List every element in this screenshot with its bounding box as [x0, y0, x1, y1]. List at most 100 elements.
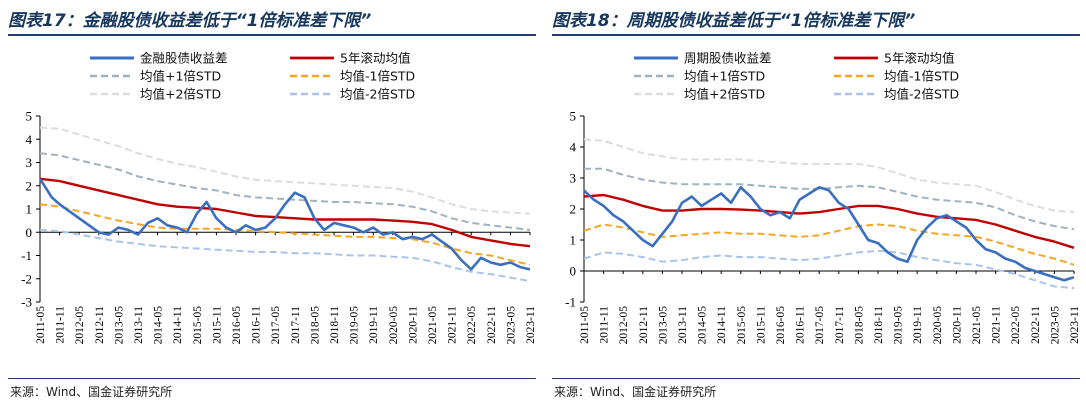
y-tick-label: 1: [26, 202, 33, 217]
x-tick-label: 2019-11: [368, 306, 380, 344]
legend-item-minus-1std: 均值-1倍STD: [834, 69, 959, 84]
legend-label: 均值-1倍STD: [884, 69, 959, 84]
series-line-minus-2std: [583, 249, 1075, 290]
series-line-rolling-mean: [39, 177, 531, 248]
y-tick-label: 3: [26, 155, 33, 170]
x-tick-label: 2019-05: [893, 306, 905, 345]
x-tick-label: 2011-05: [579, 306, 591, 344]
x-tick-label: 2011-11: [599, 306, 611, 344]
y-tick-label: 5: [570, 109, 577, 124]
x-tick-label: 2012-11: [638, 306, 650, 344]
x-tick-label: 2017-05: [270, 306, 282, 345]
y-tick-label: 3: [570, 171, 577, 186]
x-tick-label: 2022-11: [1030, 306, 1042, 344]
y-tick-label: 4: [570, 140, 577, 155]
series-line-minus-1std: [583, 223, 1075, 266]
legend-item-plus-1std: 均值+1倍STD: [90, 69, 221, 84]
x-tick-label: 2015-11: [755, 306, 767, 344]
x-tick-label: 2017-11: [834, 306, 846, 344]
x-tick-label: 2021-05: [427, 306, 439, 345]
x-tick-label: 2016-05: [231, 306, 243, 345]
chart-title: 图表17：金融股债收益差低于“1倍标准差下限”: [8, 11, 372, 31]
x-tick-label: 2015-05: [736, 306, 748, 345]
legend-item-spread: 周期股债收益差: [634, 51, 772, 66]
x-tick-label: 2020-11: [951, 306, 963, 344]
x-tick-label: 2017-11: [290, 306, 302, 344]
x-tick-label: 2023-05: [505, 306, 517, 345]
y-tick-label: -1: [565, 295, 576, 310]
x-tick-label: 2021-11: [991, 306, 1003, 344]
x-tick-label: 2023-11: [1069, 306, 1081, 344]
legend-item-rolling-mean: 5年滚动均值: [834, 51, 954, 66]
x-tick-label: 2021-05: [971, 306, 983, 345]
y-tick-label: 0: [26, 225, 33, 240]
x-tick-label: 2013-05: [657, 306, 669, 345]
legend-label: 均值+2倍STD: [684, 87, 765, 102]
legend-label: 均值+1倍STD: [684, 69, 765, 84]
series-line-spread: [38, 178, 531, 271]
x-tick-label: 2015-11: [211, 306, 223, 344]
x-tick-label: 2013-11: [677, 306, 689, 344]
source-rule: [8, 378, 536, 379]
series-line-plus-2std: [39, 126, 531, 215]
y-tick-label: 2: [26, 178, 33, 193]
x-tick-label: 2022-05: [1010, 306, 1022, 345]
x-tick-label: 2020-05: [388, 306, 400, 345]
legend-label: 均值-2倍STD: [884, 87, 959, 102]
series-line-rolling-mean: [583, 193, 1075, 249]
title-rule: [552, 34, 1080, 36]
x-tick-label: 2021-11: [447, 306, 459, 344]
x-tick-label: 2014-11: [716, 306, 728, 344]
y-tick-label: 4: [26, 132, 33, 147]
x-tick-label: 2013-05: [113, 306, 125, 345]
legend-item-minus-2std: 均值-2倍STD: [290, 87, 415, 102]
y-tick-label: -1: [21, 248, 32, 263]
series-line-minus-2std: [39, 228, 531, 283]
legend-label: 均值+2倍STD: [140, 87, 221, 102]
x-tick-label: 2018-05: [309, 306, 321, 345]
legend-item-spread: 金融股债收益差: [90, 51, 228, 66]
x-tick-label: 2012-05: [618, 306, 630, 345]
legend-item-minus-1std: 均值-1倍STD: [290, 69, 415, 84]
series-line-plus-1std: [39, 152, 531, 231]
source-note: 来源：Wind、国金证券研究所: [10, 385, 173, 399]
legend-item-minus-2std: 均值-2倍STD: [834, 87, 959, 102]
legend-label: 均值-1倍STD: [340, 69, 415, 84]
x-tick-label: 2018-05: [853, 306, 865, 345]
x-tick-label: 2011-11: [55, 306, 67, 344]
x-tick-label: 2014-11: [172, 306, 184, 344]
source-rule: [552, 378, 1080, 379]
x-tick-label: 2016-11: [795, 306, 807, 344]
x-tick-label: 2016-05: [775, 306, 787, 345]
series-line-plus-1std: [584, 167, 1075, 231]
x-tick-label: 2020-05: [932, 306, 944, 345]
y-tick-label: -3: [21, 295, 32, 310]
x-tick-label: 2023-05: [1049, 306, 1061, 345]
chart-panel-financial: 图表17：金融股债收益差低于“1倍标准差下限” 金融股债收益差 5年滚动均值均值+…: [8, 0, 540, 404]
legend-item-plus-2std: 均值+2倍STD: [634, 87, 765, 102]
x-tick-label: 2015-05: [192, 306, 204, 345]
x-tick-label: 2022-11: [486, 306, 498, 344]
y-tick-label: 5: [26, 109, 33, 124]
y-tick-label: -2: [21, 271, 32, 286]
legend-item-rolling-mean: 5年滚动均值: [290, 51, 410, 66]
x-tick-label: 2012-11: [94, 306, 106, 344]
x-tick-label: 2023-11: [525, 306, 537, 344]
x-tick-label: 2019-11: [912, 306, 924, 344]
y-tick-label: 0: [570, 264, 577, 279]
y-tick-label: 2: [570, 202, 577, 217]
source-note: 来源：Wind、国金证券研究所: [554, 385, 717, 399]
y-tick-label: 1: [570, 233, 577, 248]
legend-label: 5年滚动均值: [884, 51, 954, 66]
legend-item-plus-2std: 均值+2倍STD: [90, 87, 221, 102]
legend-item-plus-1std: 均值+1倍STD: [634, 69, 765, 84]
series-line-plus-2std: [583, 138, 1075, 214]
legend-label: 5年滚动均值: [340, 51, 410, 66]
x-tick-label: 2018-11: [873, 306, 885, 344]
legend-label: 均值-2倍STD: [340, 87, 415, 102]
series-line-spread: [583, 186, 1075, 282]
x-tick-label: 2019-05: [349, 306, 361, 345]
x-tick-label: 2018-11: [329, 306, 341, 344]
